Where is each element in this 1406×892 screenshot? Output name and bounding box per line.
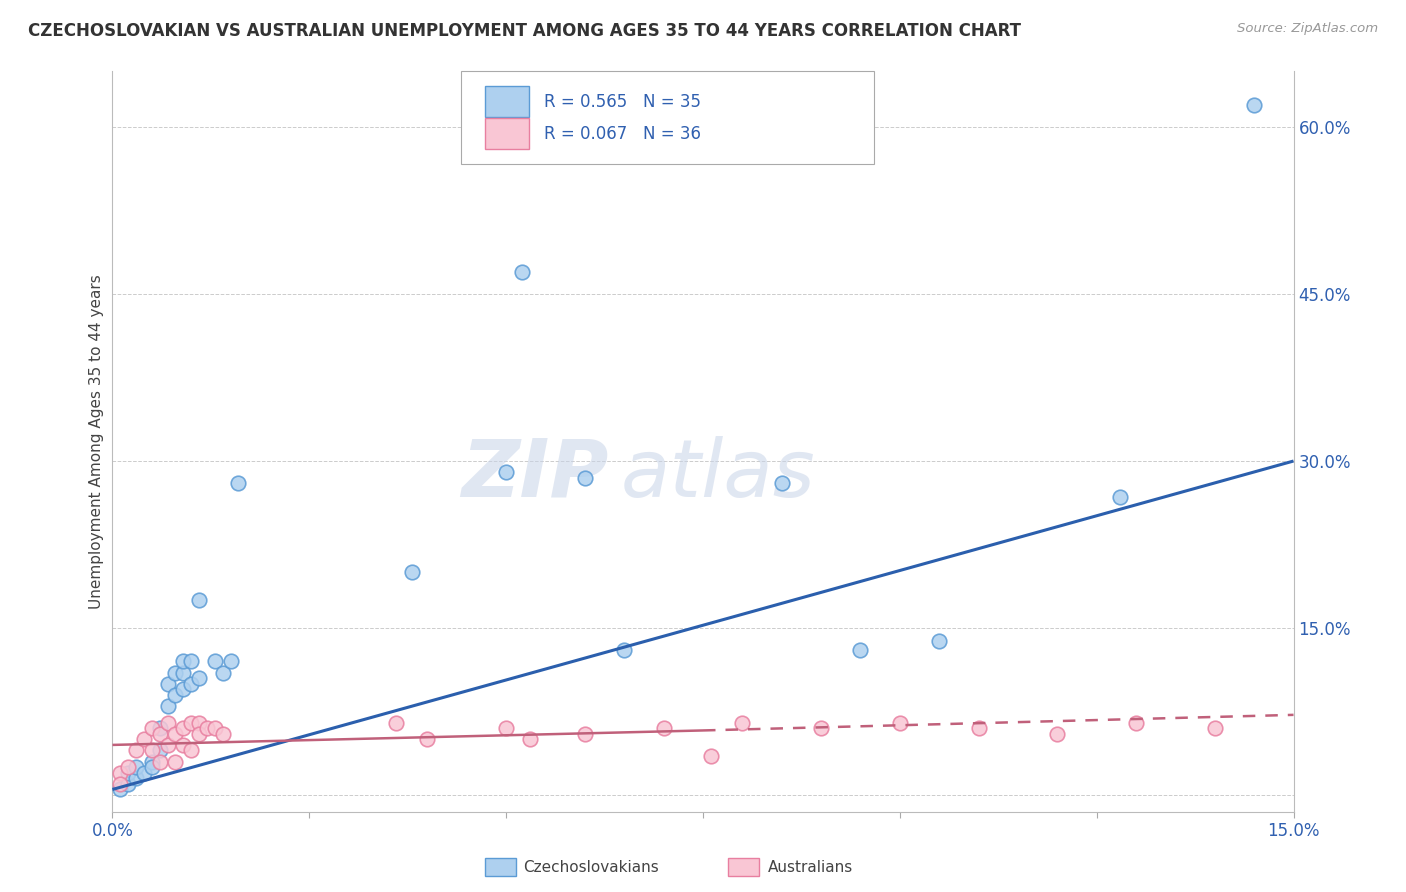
Point (149, 727, 172, 741)
Point (117, 777, 139, 791)
Point (156, 698, 179, 713)
Point (849, 643, 872, 657)
Point (125, 743, 148, 757)
Point (149, 721, 172, 735)
Point (1204, 721, 1226, 735)
Point (1109, 490, 1132, 504)
Point (141, 755, 163, 769)
Point (1243, 97, 1265, 112)
Point (495, 465, 517, 479)
Point (211, 665, 233, 680)
Point (228, 476, 250, 491)
Point (385, 715, 408, 730)
Point (204, 721, 226, 735)
Point (110, 765, 132, 780)
Point (188, 715, 211, 730)
Point (810, 721, 832, 735)
Point (700, 749, 723, 764)
Point (204, 655, 226, 669)
Point (495, 721, 517, 735)
Y-axis label: Unemployment Among Ages 35 to 44 years: Unemployment Among Ages 35 to 44 years (89, 274, 104, 609)
Text: Source: ZipAtlas.com: Source: ZipAtlas.com (1237, 22, 1378, 36)
Point (1125, 715, 1147, 730)
Point (172, 665, 194, 680)
Text: atlas: atlas (620, 436, 815, 514)
Point (652, 721, 675, 735)
Point (141, 721, 163, 735)
Point (211, 727, 233, 741)
Point (125, 760, 148, 774)
Point (165, 727, 187, 741)
Point (165, 755, 187, 769)
Text: R = 0.067   N = 36: R = 0.067 N = 36 (544, 125, 700, 143)
Point (770, 476, 793, 491)
Point (195, 721, 218, 735)
Point (165, 665, 187, 680)
Point (132, 732, 155, 747)
Point (156, 676, 179, 690)
Point (416, 732, 439, 747)
Bar (485, 118, 530, 149)
Point (188, 727, 211, 741)
Point (165, 688, 187, 702)
Text: R = 0.565   N = 35: R = 0.565 N = 35 (544, 93, 700, 111)
Point (125, 772, 148, 786)
Point (188, 593, 211, 607)
Text: CZECHOSLOVAKIAN VS AUSTRALIAN UNEMPLOYMENT AMONG AGES 35 TO 44 YEARS CORRELATION: CZECHOSLOVAKIAN VS AUSTRALIAN UNEMPLOYME… (28, 22, 1021, 40)
Point (132, 765, 155, 780)
Point (156, 738, 179, 752)
Point (574, 471, 596, 485)
Point (172, 682, 194, 697)
Point (731, 715, 754, 730)
Point (180, 676, 202, 690)
Point (574, 727, 596, 741)
Point (172, 738, 194, 752)
Point (180, 715, 202, 730)
Point (141, 760, 163, 774)
Point (1046, 727, 1069, 741)
Point (110, 782, 132, 797)
Point (172, 721, 194, 735)
Point (141, 743, 163, 757)
Point (188, 671, 211, 685)
Text: Australians: Australians (768, 860, 853, 874)
Bar (485, 87, 530, 117)
Point (613, 643, 636, 657)
Point (117, 760, 139, 774)
Text: ZIP: ZIP (461, 436, 609, 514)
FancyBboxPatch shape (461, 71, 875, 164)
Point (889, 715, 911, 730)
Point (172, 655, 194, 669)
Point (110, 777, 132, 791)
Point (149, 755, 172, 769)
Point (967, 721, 990, 735)
Point (510, 265, 533, 279)
Point (149, 743, 172, 757)
Point (928, 634, 950, 648)
Point (156, 715, 179, 730)
Text: Czechoslovakians: Czechoslovakians (523, 860, 659, 874)
Point (117, 765, 139, 780)
Point (180, 743, 202, 757)
Point (219, 655, 242, 669)
Point (519, 732, 541, 747)
Point (401, 566, 423, 580)
Point (180, 655, 202, 669)
